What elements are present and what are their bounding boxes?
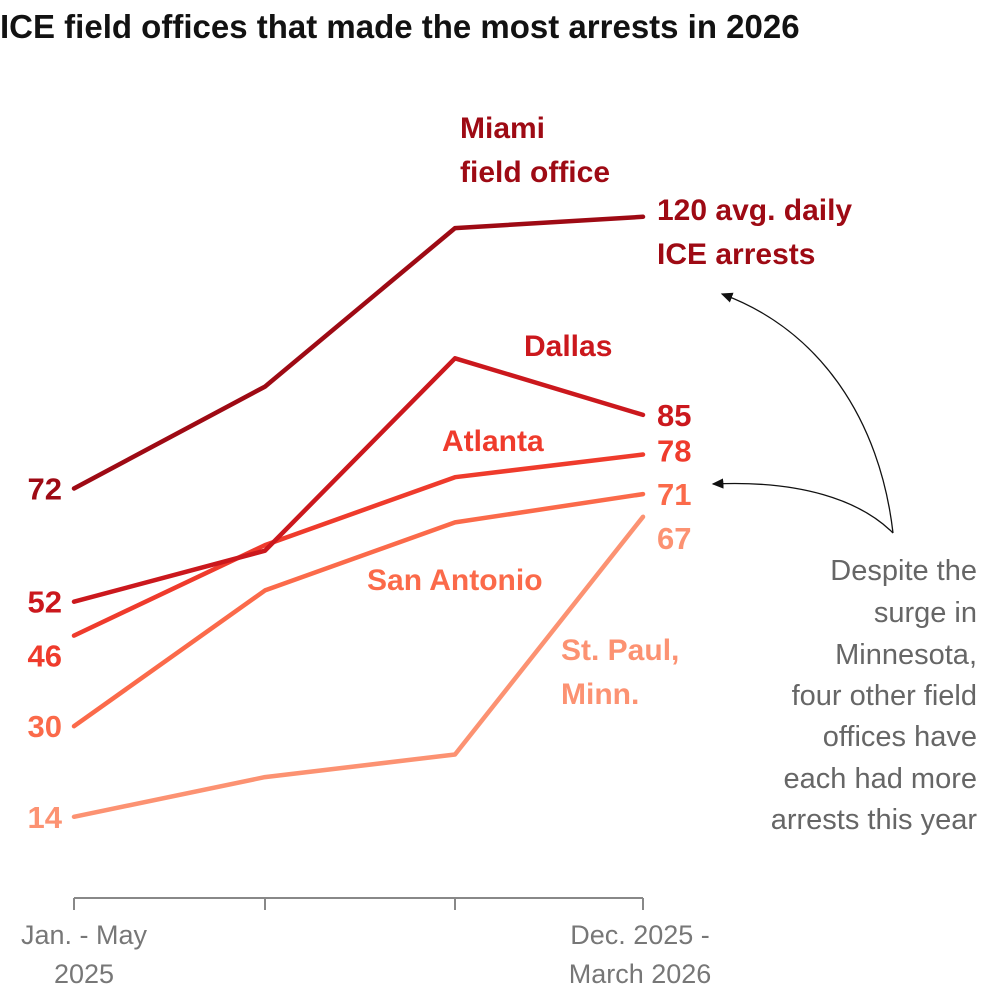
annotation-line: arrests this year <box>771 804 978 836</box>
label-miami-2: field office <box>460 156 610 189</box>
start-value-label: 46 <box>28 639 62 674</box>
end-label-miami-2: ICE arrests <box>657 238 815 271</box>
label-st-paul-2: Minn. <box>561 678 639 711</box>
start-value-label: 30 <box>28 709 62 744</box>
chart-title: ICE field offices that made the most arr… <box>0 8 800 45</box>
annotation-line: surge in <box>874 597 977 629</box>
series-lines <box>71 214 646 820</box>
label-san-antonio: San Antonio <box>367 564 543 597</box>
end-value-label: 85 <box>657 398 691 433</box>
start-value-label: 52 <box>28 585 62 620</box>
annotation-line: offices have <box>823 721 977 753</box>
series-line-atlanta <box>71 452 646 638</box>
end-label-miami-1: 120 avg. daily <box>657 194 852 227</box>
series-line-dallas <box>71 356 646 604</box>
annotation-line: Minnesota, <box>835 639 977 671</box>
label-dallas: Dallas <box>524 330 612 363</box>
annotation-arrow-miami <box>720 292 894 534</box>
x-tick-label-start-2: 2025 <box>54 959 114 989</box>
label-atlanta: Atlanta <box>442 425 544 458</box>
value-labels: 14 67 30 71 46 78 52 85 72 <box>28 398 692 835</box>
label-st-paul-1: St. Paul, <box>561 634 679 667</box>
end-value-label: 67 <box>657 521 691 556</box>
series-line-san-antonio <box>71 491 646 729</box>
start-value-label: 72 <box>28 471 62 506</box>
annotation: Despite the surge in Minnesota, four oth… <box>771 555 978 836</box>
x-tick-label-start-1: Jan. - May <box>21 920 148 950</box>
x-tick-label-end-1: Dec. 2025 - <box>570 920 710 950</box>
end-value-label: 78 <box>657 434 691 469</box>
series-line-miami-field-office <box>71 214 646 491</box>
end-value-label: 71 <box>657 477 691 512</box>
annotation-line: four other field <box>792 680 977 712</box>
annotation-line: each had more <box>784 763 977 795</box>
annotation-arrow-san-antonio <box>711 478 894 534</box>
start-value-label: 14 <box>28 800 63 835</box>
x-tick-label-end-2: March 2026 <box>569 959 712 989</box>
label-miami-1: Miami <box>460 112 545 145</box>
x-axis <box>73 897 644 910</box>
series-line-st-paul-minn- <box>71 514 646 820</box>
annotation-line: Despite the <box>830 555 977 587</box>
